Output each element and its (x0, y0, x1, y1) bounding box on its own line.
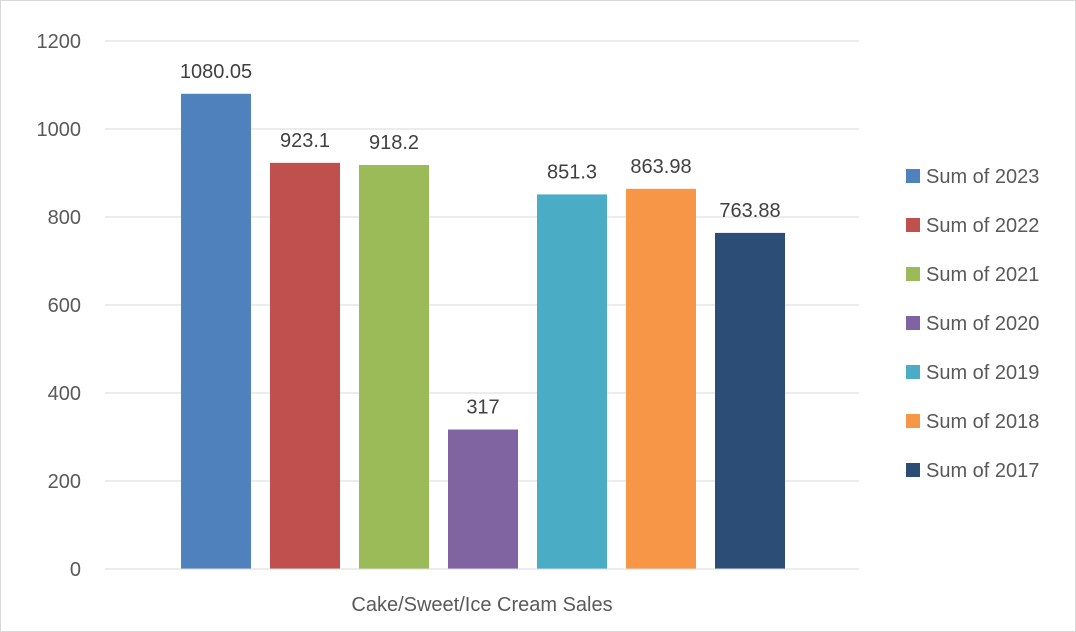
bar (181, 93, 251, 569)
bar (626, 188, 696, 569)
legend-swatch (906, 169, 920, 183)
legend-label: Sum of 2022 (926, 215, 1039, 237)
data-label: 851.3 (547, 161, 597, 183)
y-tick-label: 0 (70, 559, 81, 581)
data-label: 923.1 (280, 130, 330, 152)
y-tick-label: 600 (48, 295, 81, 317)
data-label: 918.2 (369, 132, 419, 154)
legend-swatch (906, 463, 920, 477)
bar (359, 164, 429, 569)
legend-label: Sum of 2020 (926, 313, 1039, 335)
data-label: 863.98 (630, 156, 691, 178)
y-tick-label: 200 (48, 471, 81, 493)
legend-label: Sum of 2019 (926, 362, 1039, 384)
x-axis-category-label: Cake/Sweet/Ice Cream Sales (351, 594, 612, 616)
data-label: 317 (466, 397, 499, 419)
legend-label: Sum of 2021 (926, 264, 1039, 286)
bar (270, 162, 340, 569)
y-axis-tick-labels: 0 200 400 600 800 1000 1200 (37, 31, 82, 581)
y-tick-label: 800 (48, 207, 81, 229)
legend-swatch (906, 267, 920, 281)
y-tick-label: 1000 (37, 119, 82, 141)
legend-swatch (906, 365, 920, 379)
legend-label: Sum of 2023 (926, 166, 1039, 188)
bar (448, 429, 518, 569)
data-label: 763.88 (719, 200, 780, 222)
legend: Sum of 2023 Sum of 2022 Sum of 2021 Sum of … (906, 166, 1039, 482)
data-labels: 1080.05 923.1 918.2 317 851.3 863.98 763.88 (180, 61, 781, 419)
y-tick-label: 400 (48, 383, 81, 405)
legend-swatch (906, 218, 920, 232)
legend-swatch (906, 316, 920, 330)
data-label: 1080.05 (180, 61, 252, 83)
bars (181, 93, 785, 570)
legend-swatch (906, 414, 920, 428)
bar (537, 194, 607, 570)
legend-label: Sum of 2018 (926, 411, 1039, 433)
bar (715, 232, 785, 569)
y-tick-label: 1200 (37, 31, 82, 53)
legend-label: Sum of 2017 (926, 460, 1039, 482)
